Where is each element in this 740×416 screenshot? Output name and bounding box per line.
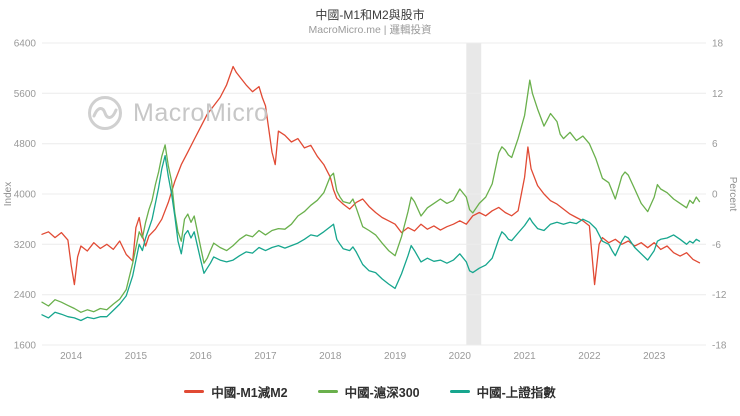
left-axis-title: Index	[3, 182, 14, 206]
legend-swatch-m1-minus-m2	[184, 390, 205, 393]
x-axis-tick-label: 2016	[190, 351, 213, 362]
right-axis-tick-label: 6	[712, 139, 718, 150]
right-axis-tick-label: -12	[712, 290, 727, 301]
legend-swatch-csi300	[317, 390, 338, 393]
left-axis-tick-label: 2400	[14, 290, 37, 301]
x-axis-tick-label: 2017	[254, 351, 277, 362]
legend-label: 中國-M1減M2	[211, 386, 288, 400]
chart-title: 中國-M1和M2與股市	[315, 8, 425, 22]
series-line-1	[41, 79, 701, 313]
legend-swatch-shanghai-composite	[449, 390, 470, 393]
legend-item-shanghai-composite[interactable]: 中國-上證指數	[449, 382, 556, 401]
left-axis-tick-label: 4000	[14, 190, 37, 201]
series-line-0	[41, 65, 701, 286]
left-axis-tick-label: 4800	[14, 139, 37, 150]
legend: 中國-M1減M2 中國-滬深300 中國-上證指數	[0, 382, 740, 401]
right-axis-tick-label: 18	[712, 39, 724, 50]
left-axis-tick-label: 6400	[14, 39, 37, 50]
left-axis-tick-label: 3200	[14, 240, 37, 251]
chart-subtitle: MacroMicro.me | 邏輯投資	[308, 24, 432, 36]
x-axis-tick-label: 2018	[319, 351, 342, 362]
right-axis-tick-label: -18	[712, 341, 727, 352]
x-axis-tick-label: 2020	[449, 351, 472, 362]
x-axis-tick-label: 2021	[513, 351, 536, 362]
x-axis-tick-label: 2014	[60, 351, 83, 362]
right-axis-title: Percent	[727, 177, 738, 212]
left-axis-tick-label: 5600	[14, 89, 37, 100]
x-axis-tick-label: 2019	[384, 351, 407, 362]
x-axis-tick-label: 2023	[643, 351, 666, 362]
x-axis-tick-label: 2022	[578, 351, 601, 362]
left-axis-tick-label: 1600	[14, 341, 37, 352]
x-axis-tick-label: 2015	[125, 351, 148, 362]
legend-item-csi300[interactable]: 中國-滬深300	[317, 382, 420, 401]
legend-label: 中國-滬深300	[344, 386, 420, 400]
right-axis-tick-label: 0	[712, 190, 718, 201]
legend-item-m1-minus-m2[interactable]: 中國-M1減M2	[184, 382, 288, 401]
series-line-2	[41, 154, 701, 322]
right-axis-tick-label: -6	[712, 240, 721, 251]
legend-label: 中國-上證指數	[476, 386, 556, 400]
right-axis-tick-label: 12	[712, 89, 724, 100]
